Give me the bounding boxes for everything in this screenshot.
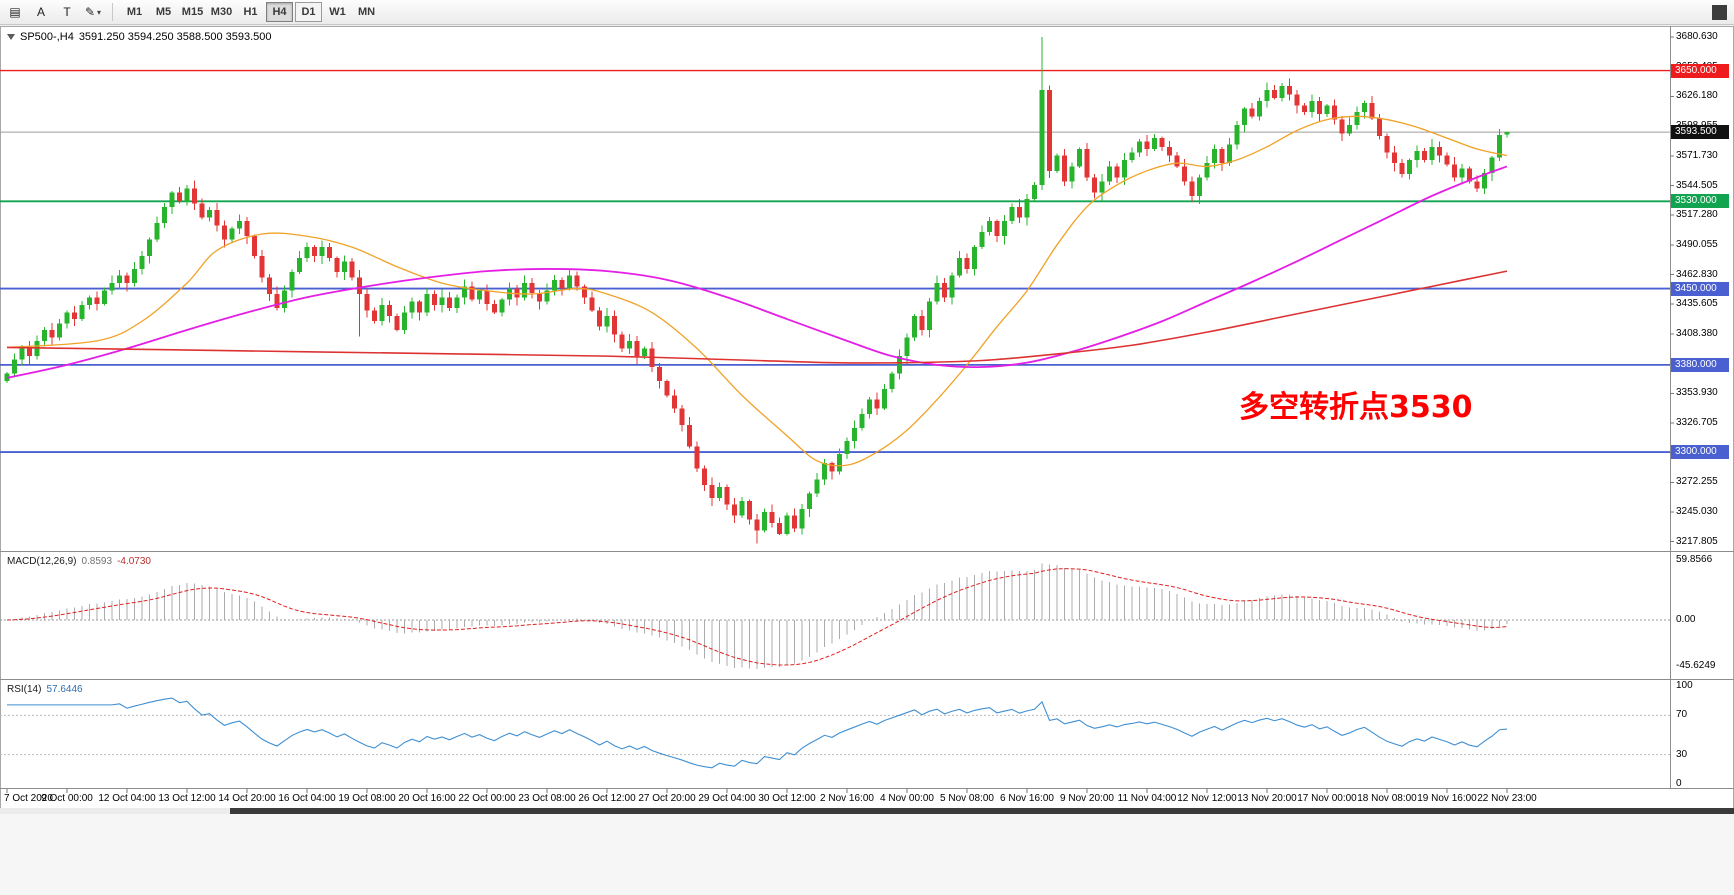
timeframe-button-group: M1 M5 M15 M30 H1 H4 D1 W1 MN	[120, 2, 381, 22]
candlestick-series	[4, 37, 1510, 544]
timeframe-button-m30[interactable]: M30	[210, 6, 233, 18]
macd-histogram	[14, 563, 1508, 670]
toolbar-separator	[112, 3, 113, 21]
moving-average-lines	[6, 115, 1508, 467]
chart-list-button[interactable]: ▤	[9, 5, 21, 19]
rsi-line	[7, 697, 1508, 769]
timeframe-button-m5[interactable]: M5	[155, 6, 172, 18]
drawing-tools-button[interactable]: ✎ ▾	[84, 5, 102, 19]
timeframe-button-d1[interactable]: D1	[295, 2, 322, 22]
macd-signal-line	[6, 568, 1508, 666]
toolbar: ▤ A T ✎ ▾ M1 M5 M15 M30 H1 H4 D1 W1 MN	[0, 0, 1734, 25]
timeframe-button-mn[interactable]: MN	[357, 6, 376, 18]
timeframe-button-w1[interactable]: W1	[329, 6, 346, 18]
ma-fast-line	[6, 115, 1508, 467]
timeframe-button-m15[interactable]: M15	[181, 6, 204, 18]
ma-mid-line	[6, 165, 1508, 379]
timeframe-button-h1[interactable]: H1	[243, 6, 258, 18]
window-corner-button[interactable]	[1712, 4, 1727, 20]
ma-slow-line	[6, 270, 1508, 364]
timeframe-button-h4[interactable]: H4	[266, 2, 293, 22]
dropdown-caret-icon: ▾	[97, 7, 102, 17]
timeframe-button-m1[interactable]: M1	[126, 6, 143, 18]
horizontal-scrollbar-thumb[interactable]	[230, 808, 1734, 814]
text-label-button[interactable]: T	[63, 5, 71, 19]
chart-plot-area[interactable]	[0, 26, 1734, 814]
window-bottom-area	[0, 814, 1734, 895]
text-annotation-button[interactable]: A	[36, 5, 45, 19]
tool-button-group: ▤ A T ✎ ▾	[3, 2, 105, 23]
panel-frames	[0, 26, 1734, 793]
horizontal-line-objects	[0, 69, 1670, 453]
